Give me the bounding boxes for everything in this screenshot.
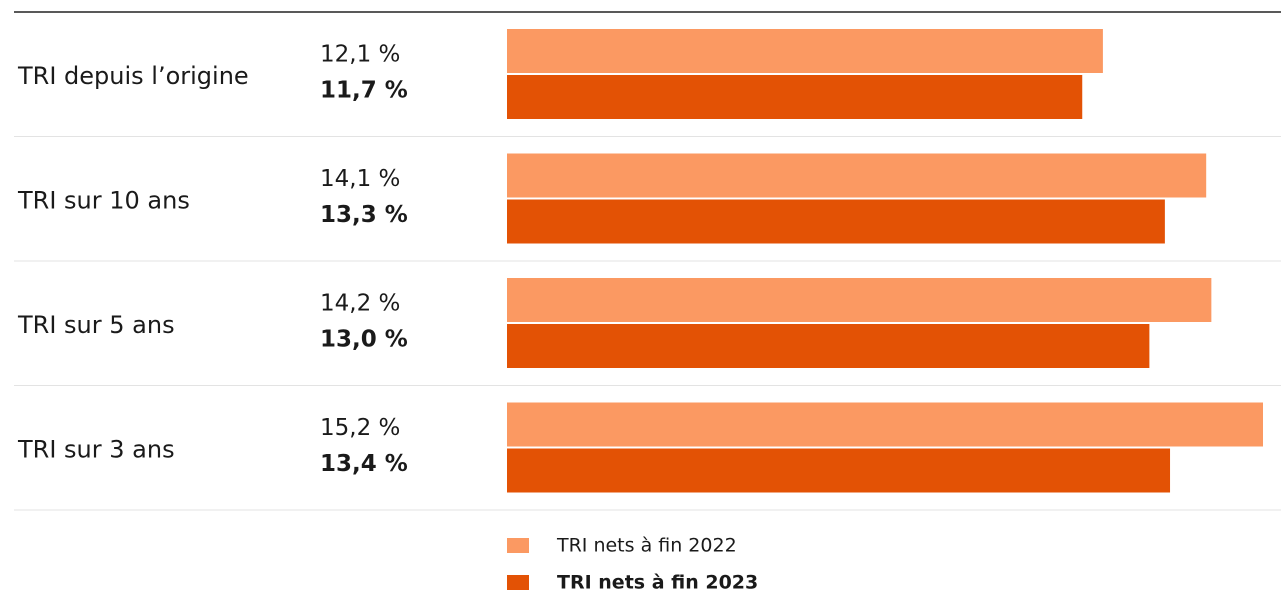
value-label: 14,1 % xyxy=(320,166,400,192)
bar xyxy=(507,278,1212,322)
legend-swatch xyxy=(507,538,529,553)
legend-swatch xyxy=(507,575,529,590)
bar xyxy=(507,324,1150,368)
bar xyxy=(507,75,1083,119)
bar xyxy=(507,199,1165,244)
value-label: 13,4 % xyxy=(320,451,408,477)
legend-label: TRI nets à fin 2022 xyxy=(556,535,737,557)
value-label: 12,1 % xyxy=(320,42,400,68)
category-label: TRI sur 3 ans xyxy=(17,436,175,464)
value-label: 13,3 % xyxy=(320,202,408,228)
bar xyxy=(507,448,1171,493)
value-label: 14,2 % xyxy=(320,291,400,317)
value-label: 13,0 % xyxy=(320,327,408,353)
bar xyxy=(507,153,1207,198)
legend-label: TRI nets à fin 2023 xyxy=(557,572,758,591)
bar xyxy=(507,29,1103,73)
category-label: TRI sur 10 ans xyxy=(17,187,190,215)
category-label: TRI sur 5 ans xyxy=(17,311,175,339)
category-label: TRI depuis l’origine xyxy=(17,62,249,90)
bar xyxy=(507,402,1263,447)
value-label: 11,7 % xyxy=(320,78,408,104)
value-label: 15,2 % xyxy=(320,415,400,441)
